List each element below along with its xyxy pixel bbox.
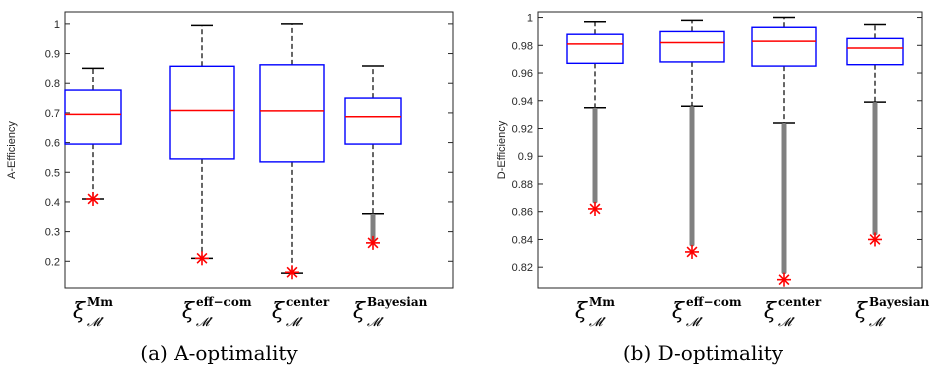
- y-tick-label: 0.5: [45, 167, 60, 179]
- box-iqr: [259, 64, 325, 163]
- category-superscript: Mm: [589, 295, 615, 309]
- marker-stroke: [778, 274, 790, 286]
- y-tick-label: 1: [54, 19, 60, 31]
- category-symbol: ξ: [272, 299, 286, 324]
- box-group: [169, 24, 235, 266]
- y-tick-label: 0.2: [45, 256, 60, 268]
- category-label: ξ Mm 𝓜′: [575, 295, 615, 329]
- panel-caption: (b) D-optimality: [623, 341, 784, 365]
- box-iqr: [169, 65, 235, 160]
- category-superscript: center: [778, 295, 822, 309]
- category-symbol: ξ: [73, 299, 87, 324]
- marker-stroke: [869, 233, 881, 245]
- box-iqr: [64, 89, 122, 145]
- y-tick-label: 0.94: [512, 96, 533, 108]
- extreme-marker: [588, 201, 602, 216]
- outlier-band: [781, 122, 787, 275]
- extreme-marker: [777, 272, 791, 287]
- y-tick-label: 0.9: [45, 49, 60, 61]
- box-group: [344, 65, 402, 250]
- category-label: ξ Bayesian 𝓜′: [855, 295, 930, 329]
- y-tick-label: 1: [527, 13, 533, 25]
- extreme-marker: [195, 251, 209, 266]
- box-group: [259, 23, 325, 280]
- y-tick-label: 0.6: [45, 138, 60, 150]
- plot-frame: [64, 11, 454, 289]
- category-symbol: ξ: [575, 299, 589, 324]
- box-group: [751, 16, 817, 287]
- box-iqr: [566, 33, 624, 65]
- category-superscript: eff−com: [196, 295, 252, 309]
- category-subscript: 𝓜′: [286, 315, 303, 329]
- y-axis-label: A-Efficiency: [6, 121, 18, 179]
- category-symbol: ξ: [353, 299, 367, 324]
- marker-stroke: [87, 193, 99, 205]
- y-tick-label: 0.92: [512, 124, 533, 136]
- category-symbol: ξ: [855, 299, 869, 324]
- y-tick-label: 0.84: [512, 234, 533, 246]
- box-group: [659, 19, 725, 259]
- y-tick-label: 0.9: [518, 151, 533, 163]
- category-symbol: ξ: [764, 299, 778, 324]
- marker-stroke: [589, 203, 601, 215]
- category-subscript: 𝓜′: [589, 315, 606, 329]
- outlier-band: [872, 102, 878, 236]
- category-superscript: eff−com: [686, 295, 742, 309]
- marker-stroke: [286, 266, 298, 278]
- outlier-band: [689, 106, 695, 247]
- category-superscript: Mm: [87, 295, 113, 309]
- extreme-marker: [285, 265, 299, 280]
- category-superscript: center: [286, 295, 330, 309]
- category-subscript: 𝓜′: [686, 315, 703, 329]
- extreme-marker: [366, 235, 380, 250]
- y-tick-label: 0.82: [512, 262, 533, 274]
- extreme-marker: [86, 191, 100, 206]
- y-tick-label: 0.7: [45, 108, 60, 120]
- y-tick-label: 0.98: [512, 40, 533, 52]
- y-tick-label: 0.88: [512, 179, 533, 191]
- outlier-band: [592, 107, 598, 204]
- category-subscript: 𝓜′: [869, 315, 886, 329]
- extreme-marker: [685, 244, 699, 259]
- box-iqr: [846, 37, 904, 66]
- box-group: [846, 23, 904, 247]
- marker-stroke: [196, 252, 208, 264]
- category-label: ξ eff−com 𝓜′: [182, 295, 252, 329]
- category-label: ξ eff−com 𝓜′: [672, 295, 742, 329]
- y-axis-label: D-Efficiency: [496, 120, 508, 179]
- category-label: ξ Bayesian 𝓜′: [353, 295, 428, 329]
- plot-frame: [537, 11, 923, 289]
- y-tick-label: 0.8: [45, 78, 60, 90]
- box-group: [566, 20, 624, 216]
- panel-caption: (a) A-optimality: [140, 341, 298, 365]
- category-label: ξ Mm 𝓜′: [73, 295, 113, 329]
- category-subscript: 𝓜′: [778, 315, 795, 329]
- outlier-band: [370, 213, 376, 242]
- category-subscript: 𝓜′: [367, 315, 384, 329]
- category-label: ξ center 𝓜′: [272, 295, 330, 329]
- category-subscript: 𝓜′: [87, 315, 104, 329]
- box-iqr: [344, 97, 402, 145]
- category-superscript: Bayesian: [869, 295, 930, 309]
- category-symbol: ξ: [672, 299, 686, 324]
- y-tick-label: 0.96: [512, 68, 533, 80]
- box-iqr: [751, 26, 817, 67]
- box-group: [64, 67, 122, 206]
- box-iqr: [659, 30, 725, 63]
- marker-stroke: [367, 237, 379, 249]
- category-label: ξ center 𝓜′: [764, 295, 822, 329]
- category-symbol: ξ: [182, 299, 196, 324]
- category-superscript: Bayesian: [367, 295, 428, 309]
- extreme-marker: [868, 232, 882, 247]
- y-tick-label: 0.86: [512, 207, 533, 219]
- marker-stroke: [686, 246, 698, 258]
- y-tick-label: 0.3: [45, 227, 60, 239]
- y-tick-label: 0.4: [45, 197, 60, 209]
- panel-b: 0.82 0.84 0.86 0.88 0.9 0.92 0.94 0.96 0.98 1 D-Ef…: [496, 11, 930, 365]
- category-subscript: 𝓜′: [196, 315, 213, 329]
